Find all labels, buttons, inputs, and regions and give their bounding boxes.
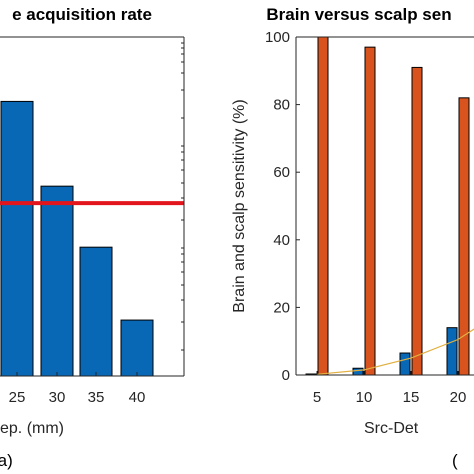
left-x-tick-label: 40 <box>129 389 146 406</box>
brain-bar-20 <box>446 327 458 376</box>
right-y-tick-label: 60 <box>273 164 290 181</box>
left-x-tick-label: 30 <box>49 389 66 406</box>
left-panel-label: (a) <box>0 451 13 470</box>
brain-bar-15 <box>399 352 411 376</box>
left-x-axis-label: ep. (mm) <box>0 420 64 437</box>
right-x-tick-label: 5 <box>313 389 321 406</box>
left-x-tick-label: 35 <box>88 389 105 406</box>
left-bar-30 <box>40 185 74 377</box>
right-y-tick-label: 100 <box>265 29 290 46</box>
right-x-tick-label: 10 <box>356 389 373 406</box>
right-x-axis-label: Src-Det <box>364 420 419 437</box>
scalp-bar-5 <box>317 36 329 376</box>
trend-line <box>316 328 474 375</box>
right-y-axis-label: Brain and scalp sensitivity (%) <box>231 99 248 312</box>
right-panel-label: ( <box>452 451 458 470</box>
right-chart-title: Brain versus scalp sen <box>266 5 451 24</box>
left-bar-40 <box>120 319 154 377</box>
left-x-tick-label: 25 <box>9 389 26 406</box>
right-y-tick-label: 80 <box>273 97 290 114</box>
brain-bar-10 <box>352 367 364 376</box>
right-x-tick-label: 20 <box>450 389 467 406</box>
acquisition-rate-chart: e acquisition rate 25 30 35 40 ep. (mm) (a) <box>0 5 185 470</box>
scalp-bar-10 <box>364 46 376 376</box>
right-y-tick-label: 20 <box>273 299 290 316</box>
left-bar-35 <box>79 246 113 377</box>
left-chart-title: e acquisition rate <box>12 5 152 24</box>
left-bar-25 <box>0 100 34 377</box>
scalp-bar-15 <box>411 66 423 376</box>
right-y-tick-label: 40 <box>273 232 290 249</box>
sensitivity-chart: Brain versus scalp sen Brain and scalp s… <box>231 5 474 470</box>
right-x-tick-label: 15 <box>403 389 420 406</box>
right-y-tick-label: 0 <box>282 367 290 384</box>
